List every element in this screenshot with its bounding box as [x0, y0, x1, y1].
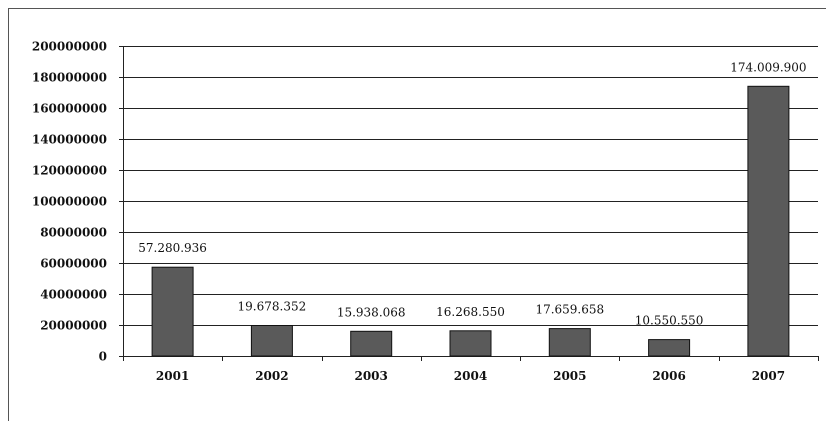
x-tick-label-2006: 2006: [652, 369, 685, 383]
y-tick-label: 120000000: [32, 164, 107, 178]
bar-2006: [648, 339, 691, 357]
bar-2003: [350, 330, 393, 357]
bar-2005: [548, 328, 591, 357]
y-tick-label: 0: [99, 350, 107, 364]
y-tick-label: 20000000: [40, 319, 107, 333]
data-labels: 57.280.936 19.678.352 15.938.068 16.268.550…: [138, 60, 806, 327]
data-label-2001: 57.280.936: [138, 241, 207, 255]
y-tick-label: 40000000: [40, 288, 107, 302]
x-tick-label-2002: 2002: [255, 369, 288, 383]
x-tick-label-2005: 2005: [553, 369, 586, 383]
bar-2007: [747, 85, 790, 357]
y-tick-label: 100000000: [32, 195, 107, 209]
axes: [119, 46, 819, 361]
bar-2002: [250, 325, 293, 357]
y-tick-label: 160000000: [32, 102, 107, 116]
y-tick-label: 60000000: [40, 257, 107, 271]
gridlines: [123, 46, 818, 326]
data-label-2007: 174.009.900: [730, 60, 806, 74]
bar-2001: [151, 266, 194, 357]
data-label-2004: 16.268.550: [436, 305, 505, 319]
x-tick-label-2003: 2003: [354, 369, 387, 383]
y-tick-label: 200000000: [32, 40, 107, 54]
y-tick-label: 180000000: [32, 71, 107, 85]
x-tick-label-2004: 2004: [454, 369, 487, 383]
bars: [151, 85, 790, 357]
data-label-2006: 10.550.550: [635, 314, 704, 328]
data-label-2005: 17.659.658: [535, 303, 604, 317]
x-tick-label-2007: 2007: [752, 369, 785, 383]
x-axis-tick-labels: 2001 2002 2003 2004 2005 2006 2007: [156, 369, 785, 383]
bar-2004: [449, 330, 492, 357]
data-label-2003: 15.938.068: [337, 305, 406, 319]
x-tick-label-2001: 2001: [156, 369, 189, 383]
data-label-2002: 19.678.352: [238, 300, 307, 314]
y-tick-label: 80000000: [40, 226, 107, 240]
y-tick-label: 140000000: [32, 133, 107, 147]
y-axis-tick-labels: 0 20000000 40000000 60000000 80000000 1000000…: [32, 40, 107, 364]
chart-frame: [8, 8, 826, 421]
